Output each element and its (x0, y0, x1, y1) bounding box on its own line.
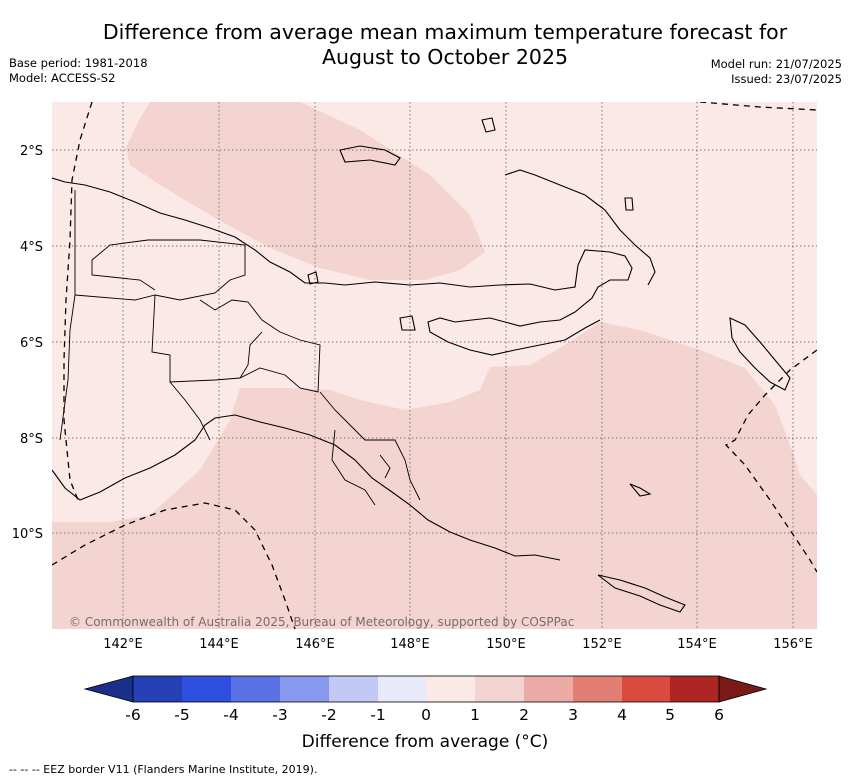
colorbar-swatch (475, 676, 524, 702)
colorbar-ticks: -6 -5 -4 -3 -2 -1 0 1 2 3 4 5 6 (125, 706, 724, 724)
lat-label: 2°S (20, 144, 43, 159)
colorbar-tick: 0 (421, 706, 431, 724)
colorbar-label: Difference from average (°C) (301, 732, 549, 752)
colorbar-tick: -2 (321, 706, 336, 724)
colorbar-swatch (573, 676, 622, 702)
colorbar-tick: 4 (617, 706, 627, 724)
colorbar-tick: -6 (125, 706, 140, 724)
region-1-to-2-north (126, 102, 485, 280)
bougainville (729, 317, 791, 391)
colorbar-tick: 6 (714, 706, 724, 724)
new-guinea-north-coast (52, 177, 633, 356)
lon-label: 146°E (295, 637, 335, 652)
colorbar-swatch (622, 676, 670, 702)
lon-label: 144°E (199, 637, 239, 652)
colorbar-tick: -1 (370, 706, 385, 724)
coastlines (52, 117, 791, 613)
model-run-text: Model run: 21/07/2025 (710, 57, 842, 71)
island-small-2 (399, 315, 416, 331)
lon-label: 154°E (677, 637, 717, 652)
lat-label: 6°S (20, 336, 43, 351)
lon-label: 142°E (103, 637, 143, 652)
colorbar-tick: -3 (272, 706, 287, 724)
colorbar-swatch (182, 676, 231, 702)
colorbar-tick: -4 (223, 706, 238, 724)
longitude-labels: 142°E 144°E 146°E 148°E 150°E 152°E 154°… (103, 637, 813, 652)
lat-label: 10°S (12, 527, 43, 542)
colorbar-tick: -5 (174, 706, 189, 724)
island-small-1 (481, 117, 496, 133)
colorbar-swatch (670, 676, 719, 702)
lon-label: 152°E (582, 637, 622, 652)
colorbar-frame (132, 675, 720, 703)
lon-label: 148°E (390, 637, 430, 652)
lat-label: 4°S (20, 240, 43, 255)
province-borders (59, 190, 421, 506)
colorbar-tick: 2 (519, 706, 529, 724)
colorbar (83, 675, 768, 703)
lon-label: 156°E (773, 637, 813, 652)
colorbar-extend-low (83, 675, 134, 703)
colorbar-tick: 1 (470, 706, 480, 724)
colorbar-swatch (231, 676, 280, 702)
manus-island (339, 145, 401, 166)
model-info: Base period: 1981-2018 Model: ACCESS-S2 (9, 56, 148, 86)
new-britain (504, 169, 656, 286)
colorbar-swatch (378, 676, 426, 702)
run-info: Model run: 21/07/2025 Issued: 23/07/2025 (711, 57, 842, 87)
colorbar-extend-high (718, 675, 768, 703)
lat-label: 8°S (20, 432, 43, 447)
island-small-3 (307, 271, 319, 285)
copyright-text: © Commonwealth of Australia 2025, Bureau… (69, 615, 574, 629)
eez-legend-note: -- -- -- EEZ border V11 (Flanders Marine… (9, 763, 318, 776)
colorbar-swatch (426, 676, 475, 702)
region-1-to-2-south (52, 322, 817, 629)
map-title: Difference from average mean maximum tem… (60, 20, 830, 70)
colorbar-tick: 5 (665, 706, 675, 724)
lon-label: 150°E (486, 637, 526, 652)
colorbar-swatch (329, 676, 378, 702)
louisiade-archipelago (597, 574, 686, 613)
base-period-text: Base period: 1981-2018 (9, 56, 148, 70)
latitude-labels: 2°S 4°S 6°S 8°S 10°S (12, 144, 43, 542)
title-line-1: Difference from average mean maximum tem… (102, 20, 788, 44)
issued-text: Issued: 23/07/2025 (731, 72, 842, 86)
island-small-4 (624, 197, 634, 211)
new-guinea-south-coast (52, 414, 561, 561)
colorbar-swatch (524, 676, 573, 702)
colorbar-tick: 3 (568, 706, 578, 724)
title-line-2: August to October 2025 (321, 45, 569, 69)
eez-borders (52, 102, 817, 629)
model-name-text: Model: ACCESS-S2 (9, 71, 116, 85)
colorbar-swatch (280, 676, 329, 702)
graticule (52, 102, 817, 629)
island-small-5 (629, 483, 652, 497)
colorbar-swatch (133, 676, 182, 702)
